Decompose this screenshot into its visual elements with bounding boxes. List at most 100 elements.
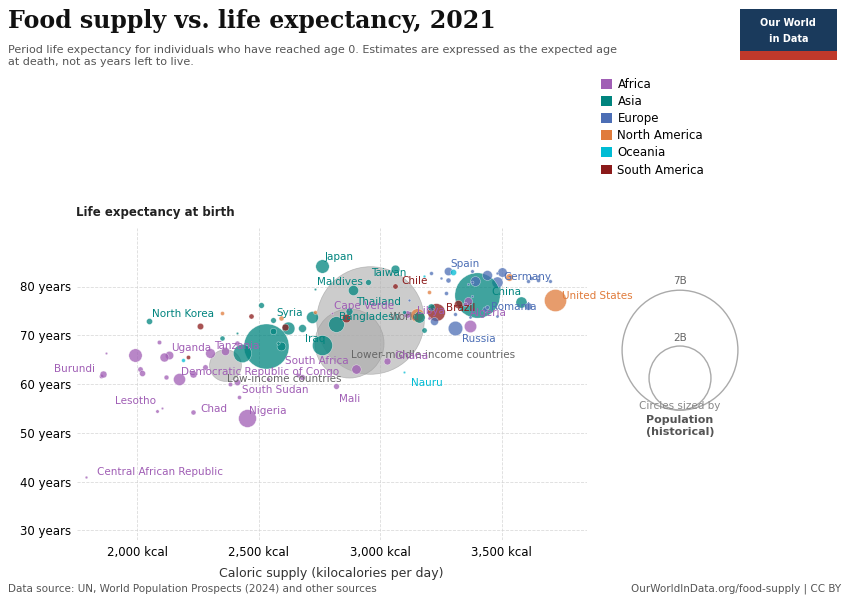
Text: Democratic Republic of Congo: Democratic Republic of Congo <box>181 367 339 377</box>
Point <box>254 300 268 310</box>
Text: Algeria: Algeria <box>470 308 507 318</box>
Text: South Sudan: South Sudan <box>242 385 309 395</box>
Point <box>274 313 287 323</box>
Point <box>490 277 503 287</box>
Point <box>422 313 435 323</box>
Point <box>155 404 168 413</box>
Text: Bangladesh: Bangladesh <box>339 311 400 322</box>
Point <box>347 286 360 295</box>
Point <box>427 316 440 325</box>
Text: Russia: Russia <box>462 334 496 344</box>
Point <box>349 364 363 374</box>
Point <box>266 315 280 325</box>
Point <box>466 292 479 301</box>
Point <box>466 277 479 286</box>
Point <box>291 370 304 380</box>
Point <box>429 308 443 317</box>
Text: Nauru: Nauru <box>411 378 443 388</box>
Point <box>330 382 343 391</box>
Text: Tanzania: Tanzania <box>214 341 259 351</box>
Point <box>490 311 503 320</box>
Point <box>279 322 292 332</box>
Point <box>417 271 431 281</box>
Text: Low-income countries: Low-income countries <box>228 374 342 385</box>
Text: United States: United States <box>562 291 632 301</box>
Point <box>186 370 200 379</box>
Text: Japan: Japan <box>325 252 354 262</box>
Text: Mali: Mali <box>339 394 360 404</box>
Point <box>461 296 474 305</box>
Text: Romania: Romania <box>491 302 537 311</box>
Text: Period life expectancy for individuals who have reached age 0. Estimates are exp: Period life expectancy for individuals w… <box>8 45 617 67</box>
Point <box>339 313 353 323</box>
Point <box>388 265 401 274</box>
Point <box>259 341 273 351</box>
Text: Cape Verde: Cape Verde <box>334 301 394 311</box>
Point <box>424 269 438 278</box>
Point <box>417 326 431 335</box>
Text: Central African Republic: Central African Republic <box>98 467 224 478</box>
Point <box>325 308 338 318</box>
Point <box>157 352 171 362</box>
Legend: Africa, Asia, Europe, North America, Oceania, South America: Africa, Asia, Europe, North America, Oce… <box>601 78 704 176</box>
Text: Ghana: Ghana <box>394 350 428 361</box>
Point <box>296 372 309 382</box>
Text: Iraq: Iraq <box>305 334 326 344</box>
Point <box>463 320 477 330</box>
Text: Data source: UN, World Population Prospects (2024) and other sources: Data source: UN, World Population Prospe… <box>8 584 377 594</box>
Point <box>470 290 484 300</box>
Point <box>330 319 343 328</box>
Point <box>150 406 163 416</box>
Point <box>531 275 545 284</box>
Point <box>230 338 244 347</box>
Point <box>152 337 166 346</box>
Point <box>262 374 275 384</box>
Point <box>172 374 185 384</box>
Point <box>531 271 545 281</box>
Text: Maldives: Maldives <box>317 277 363 287</box>
Bar <box>740 9 837 51</box>
Point <box>468 276 482 286</box>
Text: Uganda: Uganda <box>172 343 212 353</box>
Point <box>186 407 200 417</box>
Point <box>439 288 452 298</box>
Text: Chad: Chad <box>200 404 227 415</box>
Point <box>181 352 195 362</box>
Text: Thailand: Thailand <box>356 296 401 307</box>
Text: Lesotho: Lesotho <box>115 397 156 406</box>
Point <box>342 306 355 316</box>
Point <box>410 310 423 320</box>
Text: Syria: Syria <box>276 308 303 318</box>
Point <box>194 320 207 330</box>
Point <box>381 356 394 366</box>
Point <box>315 261 329 271</box>
Point <box>402 295 416 304</box>
Point <box>232 392 246 401</box>
Point <box>422 287 435 297</box>
Point <box>235 348 248 358</box>
Point <box>398 307 411 317</box>
Text: 7B: 7B <box>673 276 687 286</box>
Point <box>305 312 319 322</box>
Text: Germany: Germany <box>503 272 552 281</box>
Point <box>398 367 411 377</box>
Text: (historical): (historical) <box>646 427 714 437</box>
Point <box>490 268 503 278</box>
Point <box>543 276 557 286</box>
Point <box>451 299 465 309</box>
Text: China: China <box>491 287 521 298</box>
Point <box>218 361 231 370</box>
Point <box>223 379 236 389</box>
Point <box>135 368 149 378</box>
Point <box>218 346 231 356</box>
Point <box>245 311 258 320</box>
Point <box>143 316 156 325</box>
Point <box>548 295 562 305</box>
Text: Circles sized by: Circles sized by <box>639 401 721 410</box>
Text: Burundi: Burundi <box>54 364 95 374</box>
Point <box>521 301 535 310</box>
Point <box>160 372 173 382</box>
Point <box>364 315 377 325</box>
Point <box>441 275 455 285</box>
Point <box>128 350 142 359</box>
